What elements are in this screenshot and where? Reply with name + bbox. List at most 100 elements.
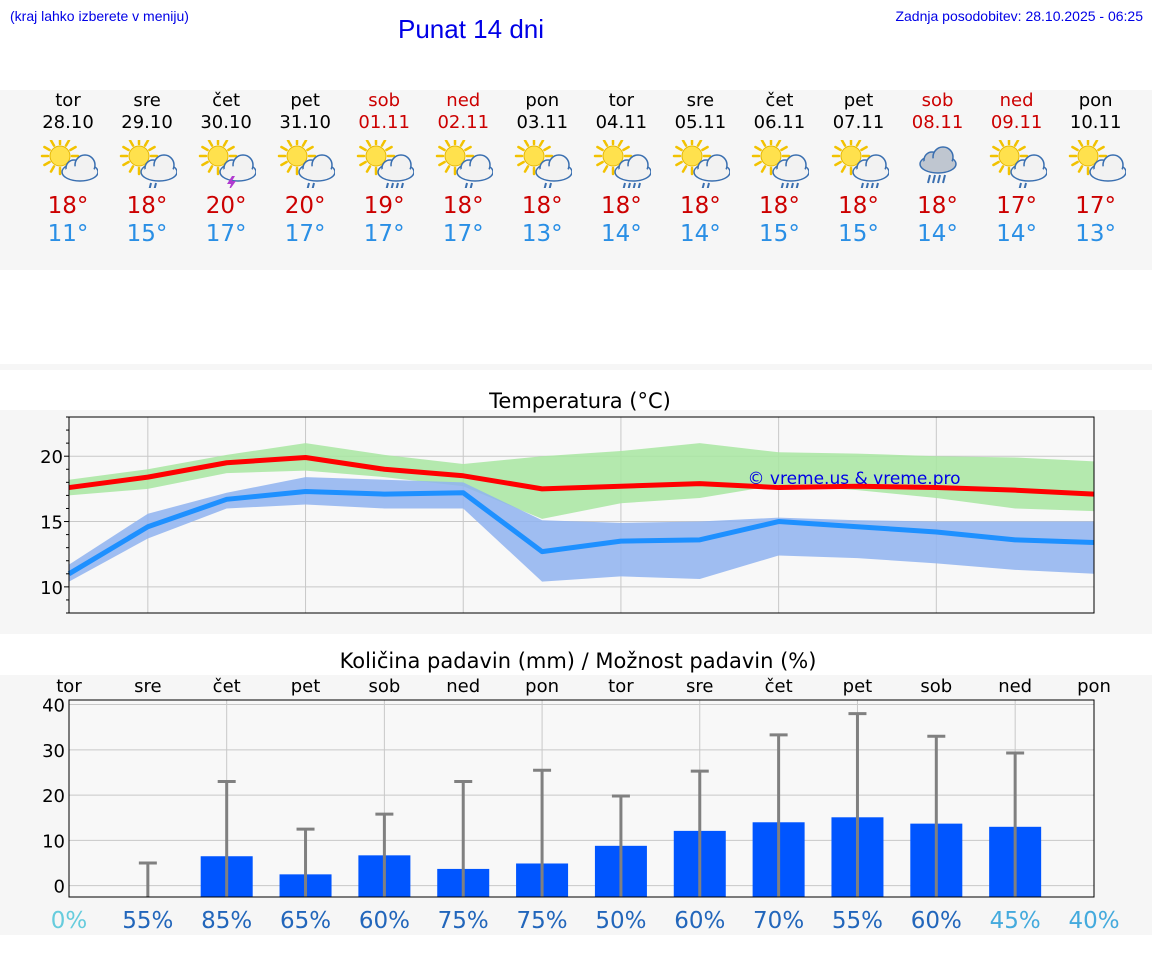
sun-cloud-rain-icon xyxy=(989,140,1047,188)
min-temp: 14° xyxy=(680,221,721,247)
max-temp: 17° xyxy=(1075,193,1117,219)
day-name: čet xyxy=(765,90,794,111)
day-name: tor xyxy=(55,90,81,111)
min-temp: 15° xyxy=(126,221,168,247)
max-temp-line xyxy=(68,455,1095,497)
category-label: sob xyxy=(368,676,400,697)
probability-label: 75% xyxy=(438,908,489,934)
day-date: 05.11 xyxy=(674,112,727,133)
max-temp: 18° xyxy=(126,193,168,219)
probability-label: 55% xyxy=(832,908,883,934)
sun-cloud-heavy-rain-icon xyxy=(594,140,652,188)
category-label: čet xyxy=(765,676,793,697)
day-name: pet xyxy=(290,90,320,111)
sun-cloud-heavy-rain-icon xyxy=(831,140,889,188)
day-name: pon xyxy=(1078,90,1113,111)
day-date: 06.11 xyxy=(753,112,806,133)
category-label: pon xyxy=(525,676,559,697)
min-temp: 14° xyxy=(996,221,1037,247)
sun-cloud-rain-icon xyxy=(515,140,573,188)
category-label: sre xyxy=(134,676,161,697)
category-label: tor xyxy=(608,676,634,697)
day-date: 02.11 xyxy=(437,112,490,133)
day-date: 29.10 xyxy=(121,112,173,133)
plot-frame xyxy=(68,416,1095,614)
day-column: sob 08.11 18° 14° xyxy=(898,90,978,248)
probability-label: 60% xyxy=(674,908,725,934)
day-date: 30.10 xyxy=(200,112,252,133)
day-column: čet 30.10 20° 17° xyxy=(186,90,266,248)
sun-cloud-thunder-icon xyxy=(198,140,257,188)
probability-label: 85% xyxy=(201,908,252,934)
probability-label: 75% xyxy=(517,908,568,934)
day-column: ned 09.11 17° 14° xyxy=(977,90,1057,248)
day-date: 28.10 xyxy=(42,112,94,133)
y-tick-label: 30 xyxy=(42,741,65,762)
category-label: ned xyxy=(998,676,1032,697)
day-name: sre xyxy=(133,90,161,111)
probability-label: 0% xyxy=(51,908,88,934)
max-temp: 18° xyxy=(680,193,721,219)
day-date: 07.11 xyxy=(832,112,885,133)
y-tick-label: 40 xyxy=(42,696,65,717)
day-date: 10.11 xyxy=(1069,112,1122,133)
cloud-heavy-rain-icon xyxy=(918,146,957,184)
category-label: ned xyxy=(446,676,480,697)
sun-cloud-rain-icon xyxy=(119,140,178,188)
watermark: © vreme.us & vreme.pro xyxy=(747,469,960,489)
category-label: čet xyxy=(213,676,241,697)
y-tick-label: 20 xyxy=(42,786,65,807)
max-temp: 19° xyxy=(363,193,405,219)
sun-cloud-rain-icon xyxy=(277,140,336,188)
sun-cloud-rain-icon xyxy=(436,140,494,188)
probability-label: 60% xyxy=(911,908,962,934)
min-temp: 11° xyxy=(47,221,89,247)
day-column: pet 07.11 18° 15° xyxy=(819,90,899,248)
sun-cloud-icon xyxy=(40,140,98,182)
day-column: tor 04.11 18° 14° xyxy=(581,90,661,248)
sun-cloud-icon xyxy=(1068,140,1126,182)
max-temp: 20° xyxy=(284,193,326,219)
min-temp-line xyxy=(67,488,1095,576)
category-label: tor xyxy=(56,676,82,697)
temperature-chart: Temperatura (°C) 10 15 20 © vreme.us & vreme… xyxy=(40,389,1095,614)
sun-cloud-rain-icon xyxy=(673,140,731,188)
y-tick-label: 15 xyxy=(40,513,63,534)
min-temp: 17° xyxy=(363,221,405,247)
day-date: 04.11 xyxy=(595,112,648,133)
y-tick-label: 20 xyxy=(40,447,63,468)
min-temp: 17° xyxy=(442,221,484,247)
sun-cloud-heavy-rain-icon xyxy=(752,140,810,188)
day-name: pet xyxy=(843,90,874,111)
max-temp: 18° xyxy=(442,193,484,219)
max-temp: 18° xyxy=(838,193,879,219)
min-temp: 14° xyxy=(600,221,642,247)
day-column: sre 29.10 18° 15° xyxy=(107,90,187,248)
section-divider xyxy=(0,364,1152,370)
y-tick-label: 0 xyxy=(54,877,65,898)
location-hint-link[interactable]: (kraj lahko izberete v meniju) xyxy=(10,8,189,24)
probability-label: 60% xyxy=(359,908,410,934)
max-temp: 18° xyxy=(521,193,563,219)
probability-label: 50% xyxy=(595,908,646,934)
category-label: sre xyxy=(686,676,713,697)
day-date: 09.11 xyxy=(990,112,1043,133)
day-name: sob xyxy=(921,90,954,111)
max-temp: 18° xyxy=(917,193,958,219)
day-column: ned 02.11 18° 17° xyxy=(423,90,503,248)
probability-label: 55% xyxy=(122,908,173,934)
max-temp: 18° xyxy=(759,193,800,219)
y-tick-label: 10 xyxy=(42,831,65,852)
category-label: pon xyxy=(1077,676,1111,697)
day-name: čet xyxy=(212,90,241,111)
max-temp: 17° xyxy=(996,193,1037,219)
max-temp: 18° xyxy=(47,193,89,219)
day-name: tor xyxy=(608,90,635,111)
day-name: ned xyxy=(446,90,481,111)
precipitation-title: Količina padavin (mm) / Možnost padavin … xyxy=(340,649,817,673)
max-temp: 20° xyxy=(205,193,247,219)
last-updated-text: Zadnja posodobitev: 28.10.2025 - 06:25 xyxy=(895,8,1143,24)
day-date: 31.10 xyxy=(279,112,331,133)
category-label: pet xyxy=(843,676,873,697)
day-date: 03.11 xyxy=(516,112,569,133)
